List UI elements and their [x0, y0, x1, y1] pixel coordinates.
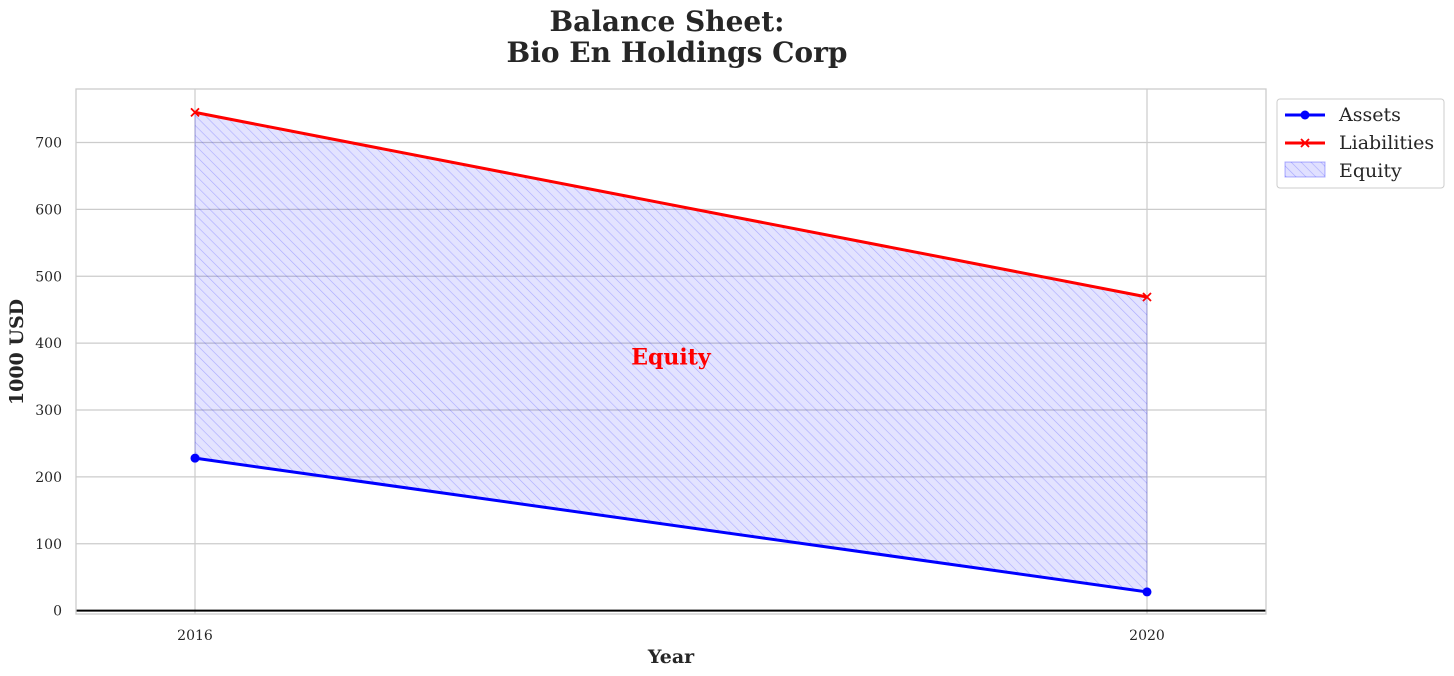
x-axis-label: Year — [647, 646, 695, 668]
y-axis-label: 1000 USD — [6, 299, 28, 405]
y-tick-label: 600 — [35, 202, 62, 218]
liabilities-line — [194, 110, 1148, 299]
y-axis-ticks: 0 100 200 300 400 500 600 700 — [35, 136, 62, 620]
chart-title-line-1: Balance Sheet: — [549, 5, 784, 38]
y-tick-label: 0 — [53, 604, 62, 620]
assets-point — [1142, 587, 1152, 597]
assets-line — [194, 456, 1148, 594]
legend-equity-label: Equity — [1339, 160, 1402, 182]
x-tick-label: 2016 — [177, 628, 213, 644]
chart-title-line-2: Bio En Holdings Corp — [507, 36, 848, 69]
y-tick-label: 700 — [35, 136, 62, 152]
series-lines — [190, 107, 1152, 597]
liabilities-point — [1142, 292, 1152, 302]
liabilities-point — [190, 107, 200, 118]
x-tick-label: 2020 — [1129, 628, 1165, 644]
equity-hatch — [195, 112, 1147, 592]
legend: Assets Liabilities Equity — [1276, 98, 1445, 189]
y-tick-label: 500 — [35, 269, 62, 285]
y-tick-label: 400 — [35, 336, 62, 352]
legend-liabilities-marker — [1300, 138, 1310, 148]
plot-frame — [75, 88, 1267, 615]
y-tick-label: 300 — [35, 403, 62, 419]
assets-point — [190, 453, 200, 463]
legend-assets-label: Assets — [1338, 104, 1401, 126]
legend-assets-marker — [1300, 110, 1310, 120]
equity-annotation: Equity — [631, 345, 712, 371]
y-tick-label: 200 — [35, 470, 62, 486]
y-tick-label: 100 — [35, 537, 62, 553]
legend-equity-hatch — [1285, 162, 1325, 177]
x-axis-ticks: 2016 2020 — [177, 628, 1165, 644]
legend-liabilities-label: Liabilities — [1339, 132, 1434, 154]
